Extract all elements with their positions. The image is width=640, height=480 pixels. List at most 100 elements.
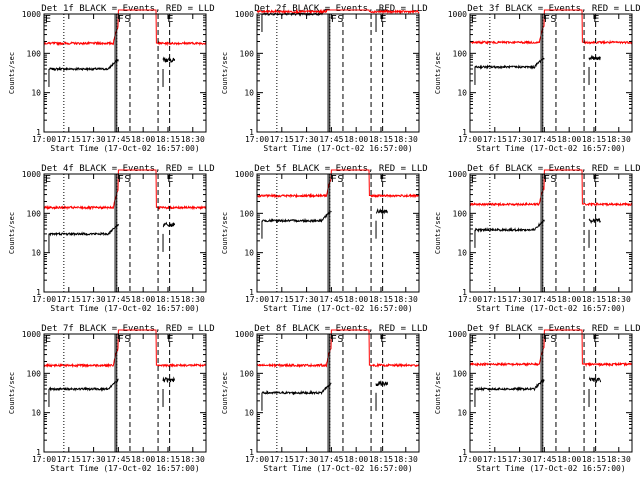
marker-label: E xyxy=(45,14,51,25)
y-tick-label: 1000 xyxy=(22,330,41,339)
events-series-line xyxy=(474,378,545,392)
x-tick-label: 17:45 xyxy=(532,455,556,464)
panel-title: Det 7f BLACK = Events, RED = LLD xyxy=(41,324,214,334)
x-tick-label: 17:45 xyxy=(106,455,130,464)
y-axis-label: Counts/sec xyxy=(221,212,229,254)
events-series-line xyxy=(162,56,176,63)
plot-frame xyxy=(256,13,420,133)
y-tick-label: 100 xyxy=(27,209,42,218)
y-tick-label: 10 xyxy=(31,249,41,258)
y-axis-label: Counts/sec xyxy=(434,52,442,94)
y-tick-label: 10 xyxy=(457,409,467,418)
marker-label: F xyxy=(544,14,550,25)
events-series-line xyxy=(375,380,389,387)
y-tick-label: 100 xyxy=(453,209,468,218)
panel-title: Det 4f BLACK = Events, RED = LLD xyxy=(41,164,214,174)
marker-label: S xyxy=(124,334,130,345)
x-tick-label: 18:15 xyxy=(156,135,180,144)
y-tick-label: 1 xyxy=(462,288,467,297)
x-tick-label: 17:45 xyxy=(319,295,343,304)
plot-frame xyxy=(43,333,207,453)
x-tick-label: 17:15 xyxy=(483,455,507,464)
marker-label: E xyxy=(380,334,386,345)
y-axis-label: Counts/sec xyxy=(8,372,16,414)
lld-series-line xyxy=(43,9,207,47)
events-series-line xyxy=(588,54,601,61)
x-tick-label: 17:45 xyxy=(106,135,130,144)
x-tick-label: 17:00 xyxy=(245,455,269,464)
x-tick-label: 18:30 xyxy=(394,455,418,464)
panel-title: Det 1f BLACK = Events, RED = LLD xyxy=(41,4,214,14)
marker-label: E xyxy=(471,174,477,185)
x-tick-label: 17:30 xyxy=(82,135,106,144)
events-series-line xyxy=(162,221,176,228)
y-axis-label: Counts/sec xyxy=(221,52,229,94)
marker-label: F xyxy=(544,174,550,185)
marker-label: S xyxy=(550,14,556,25)
x-tick-label: 18:15 xyxy=(156,295,180,304)
marker-label: E xyxy=(593,14,599,25)
marker-label: F xyxy=(118,14,124,25)
marker-label: E xyxy=(380,174,386,185)
marker-label: E xyxy=(45,174,51,185)
x-tick-label: 17:00 xyxy=(458,295,482,304)
y-tick-label: 1000 xyxy=(448,170,467,179)
x-tick-label: 18:00 xyxy=(131,295,155,304)
x-tick-label: 18:00 xyxy=(344,295,368,304)
marker-label: E xyxy=(258,334,264,345)
y-tick-label: 1000 xyxy=(235,330,254,339)
x-tick-label: 18:15 xyxy=(156,455,180,464)
marker-label: E xyxy=(45,334,51,345)
y-tick-label: 1 xyxy=(36,288,41,297)
x-tick-label: 18:15 xyxy=(582,455,606,464)
marker-label: S xyxy=(337,174,343,185)
y-tick-label: 10 xyxy=(31,409,41,418)
x-tick-label: 17:15 xyxy=(57,295,81,304)
panel-title: Det 9f BLACK = Events, RED = LLD xyxy=(467,324,640,334)
x-tick-label: 18:00 xyxy=(557,455,581,464)
y-tick-label: 10 xyxy=(244,409,254,418)
x-tick-label: 17:15 xyxy=(57,135,81,144)
y-tick-label: 1000 xyxy=(22,170,41,179)
x-tick-label: 17:45 xyxy=(532,295,556,304)
lld-series-line xyxy=(256,329,420,369)
events-series-line xyxy=(48,378,119,392)
x-tick-label: 17:45 xyxy=(532,135,556,144)
lld-series-line xyxy=(43,169,207,211)
x-tick-label: 18:00 xyxy=(344,455,368,464)
x-tick-label: 18:00 xyxy=(344,135,368,144)
plot-frame xyxy=(256,333,420,453)
x-tick-label: 18:15 xyxy=(582,135,606,144)
y-tick-label: 10 xyxy=(457,89,467,98)
lld-series-line xyxy=(43,329,207,369)
events-series-line xyxy=(588,217,601,225)
marker-label: S xyxy=(550,174,556,185)
panel-title: Det 5f BLACK = Events, RED = LLD xyxy=(254,164,427,174)
marker-label: F xyxy=(118,174,124,185)
marker-label: S xyxy=(337,14,343,25)
y-tick-label: 100 xyxy=(453,369,468,378)
marker-label: S xyxy=(124,174,130,185)
marker-label: S xyxy=(550,334,556,345)
y-axis-label: Counts/sec xyxy=(221,372,229,414)
x-tick-label: 17:00 xyxy=(32,295,56,304)
events-series-line xyxy=(162,376,176,384)
x-tick-label: 17:30 xyxy=(295,135,319,144)
marker-label: F xyxy=(331,174,337,185)
panel-title: Det 3f BLACK = Events, RED = LLD xyxy=(467,4,640,14)
x-tick-label: 17:00 xyxy=(32,455,56,464)
x-tick-label: 18:15 xyxy=(369,135,393,144)
panel-title: Det 2f BLACK = Events, RED = LLD xyxy=(254,4,427,14)
y-tick-label: 100 xyxy=(240,49,255,58)
y-tick-label: 1 xyxy=(36,128,41,137)
y-tick-label: 100 xyxy=(453,49,468,58)
x-tick-label: 18:30 xyxy=(181,455,205,464)
x-axis-label: Start Time (17-Oct-02 16:57:00) xyxy=(263,144,412,153)
y-tick-label: 1000 xyxy=(22,10,41,19)
